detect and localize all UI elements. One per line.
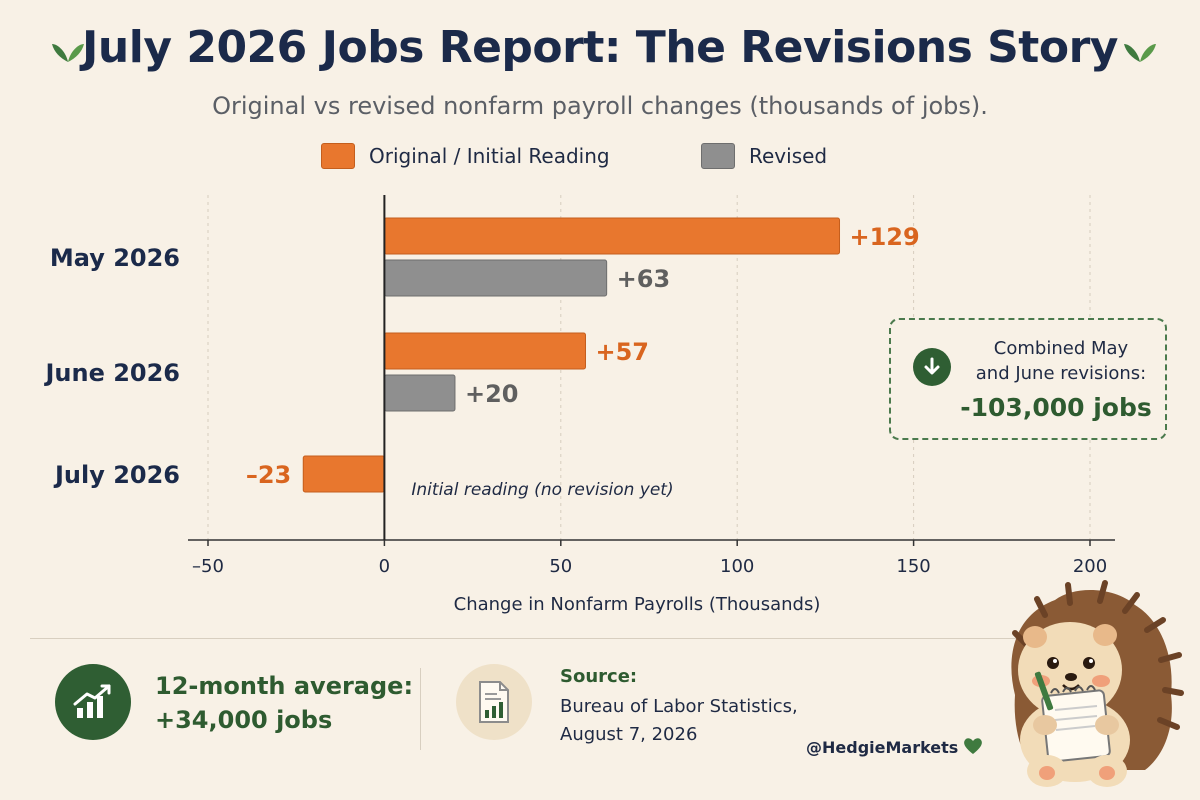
legend-item-revised: Revised — [701, 143, 827, 169]
growth-chart-icon — [55, 664, 131, 740]
average-label: 12-month average: — [155, 672, 414, 700]
social-handle: @HedgieMarkets — [806, 738, 959, 757]
callout-value: -103,000 jobs — [960, 393, 1152, 422]
callout-text: Combined May and June revisions: — [961, 336, 1161, 386]
chart-legend: Original / Initial Reading Revised — [0, 143, 1200, 177]
source-line-2: August 7, 2026 — [560, 724, 698, 745]
category-label: May 2026 — [50, 244, 180, 272]
page-subtitle: Original vs revised nonfarm payroll chan… — [212, 92, 988, 120]
bar-original — [383, 332, 586, 370]
bar-revised — [383, 259, 608, 297]
legend-label-original: Original / Initial Reading — [369, 144, 610, 168]
heart-icon — [964, 738, 982, 754]
data-label: +20 — [465, 380, 519, 408]
bar-original — [302, 455, 385, 493]
source-line-1: Bureau of Labor Statistics, — [560, 696, 798, 717]
bar-revised — [383, 374, 456, 412]
document-chart-icon — [456, 664, 532, 740]
arrow-down-icon — [913, 348, 951, 386]
footer-divider-vertical — [420, 668, 421, 750]
data-label: +129 — [850, 223, 920, 251]
leaf-icon-right — [1124, 44, 1156, 62]
callout-line-2: and June revisions: — [975, 363, 1147, 384]
hedgehog-mascot — [1011, 580, 1184, 787]
x-tick-label: 0 — [379, 556, 390, 577]
x-tick-label: –50 — [192, 556, 224, 577]
x-tick-label: 50 — [549, 556, 572, 577]
page-title: July 2026 Jobs Report: The Revisions Sto… — [82, 22, 1118, 73]
callout-line-1: Combined May — [993, 338, 1129, 359]
leaf-icon-left — [52, 44, 84, 62]
legend-swatch-revised — [701, 143, 735, 169]
source-label: Source: — [560, 666, 638, 687]
x-axis-title: Change in Nonfarm Payrolls (Thousands) — [454, 594, 821, 615]
x-tick-label: 150 — [896, 556, 930, 577]
category-label: June 2026 — [43, 359, 180, 387]
legend-swatch-original — [321, 143, 355, 169]
bar-original — [383, 217, 841, 255]
legend-item-original: Original / Initial Reading — [321, 143, 610, 169]
data-label: +63 — [617, 265, 671, 293]
revision-callout: Combined May and June revisions: -103,00… — [889, 318, 1167, 440]
data-label: –23 — [246, 461, 291, 489]
category-label: July 2026 — [53, 461, 180, 489]
annotation-no-revision: Initial reading (no revision yet) — [411, 480, 673, 500]
x-tick-label: 100 — [720, 556, 754, 577]
average-value: +34,000 jobs — [155, 706, 333, 734]
x-tick-label: 200 — [1073, 556, 1107, 577]
bar-chart: –50 0 50 100 150 200 Change in Nonfarm Payroll… — [43, 195, 1115, 615]
footer-divider — [30, 638, 1080, 639]
legend-label-revised: Revised — [749, 144, 828, 168]
data-label: +57 — [595, 338, 649, 366]
